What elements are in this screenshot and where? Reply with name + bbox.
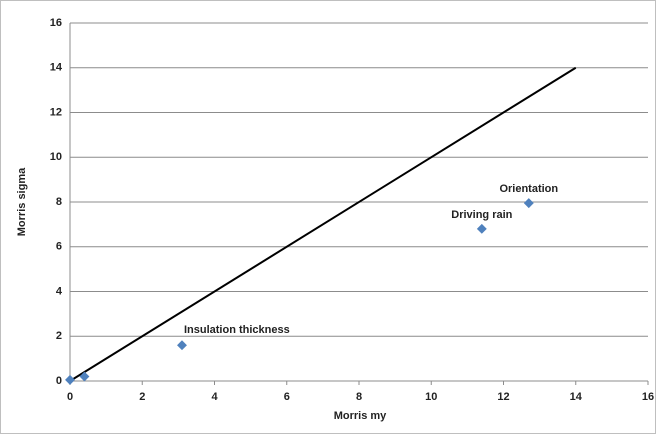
- y-tick-label: 14: [50, 62, 63, 74]
- y-tick-label: 6: [56, 241, 62, 253]
- x-tick-label: 12: [497, 391, 509, 403]
- x-tick-label: 4: [211, 391, 218, 403]
- point: [476, 223, 487, 234]
- y-tick-label: 12: [50, 106, 62, 118]
- x-tick-label: 10: [425, 391, 437, 403]
- y-tick-label: 0: [56, 375, 62, 387]
- x-tick-label: 16: [642, 391, 654, 403]
- x-tick-label: 2: [139, 391, 145, 403]
- y-tick-label: 4: [56, 285, 63, 297]
- x-tick-label: 6: [284, 391, 290, 403]
- point-label: Insulation thickness: [184, 324, 290, 336]
- x-axis-title: Morris my: [334, 410, 387, 422]
- y-tick-label: 10: [50, 151, 62, 163]
- y-tick-label: 16: [50, 17, 62, 29]
- y-axis-title: Morris sigma: [16, 167, 28, 236]
- x-tick-label: 14: [570, 391, 583, 403]
- y-tick-label: 2: [56, 330, 62, 342]
- x-tick-label: 8: [356, 391, 362, 403]
- point-label: Orientation: [499, 183, 558, 195]
- x-tick-label: 0: [67, 391, 73, 403]
- point: [177, 340, 187, 351]
- point-label: Driving rain: [451, 209, 512, 221]
- point: [523, 198, 534, 209]
- y-tick-label: 8: [56, 196, 62, 208]
- reference-line: [69, 66, 577, 382]
